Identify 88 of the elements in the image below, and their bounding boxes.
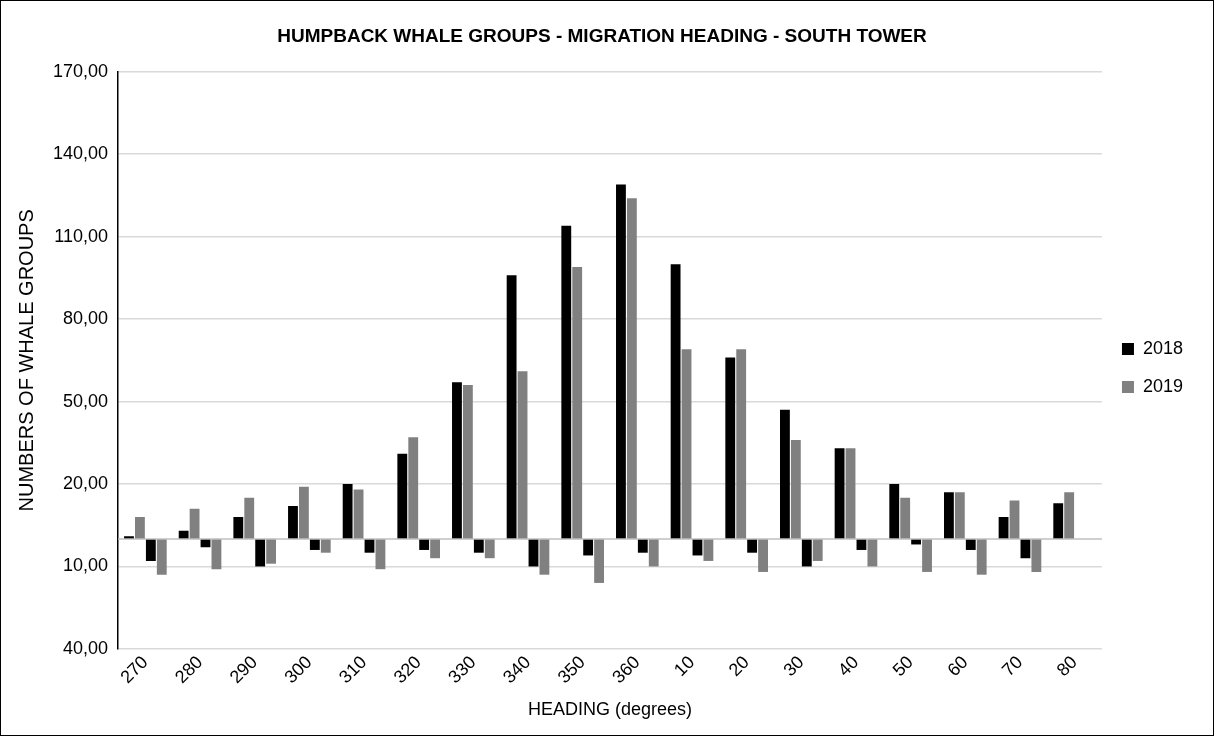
bar [189,508,200,539]
x-axis-title: HEADING (degrees) [527,699,693,720]
bar [790,440,801,539]
bar [747,538,758,553]
x-tick-label: 340 [498,651,535,688]
x-tick-label: 290 [225,651,262,688]
bar [320,538,331,553]
bar [452,382,462,539]
y-tick-label: 10,00 [63,555,109,576]
bar [594,538,604,583]
bar [233,516,244,539]
y-tick-label: 140,00 [52,143,109,164]
bar [397,453,408,539]
bar [484,538,495,559]
x-tick-label: 330 [444,651,480,688]
bar [900,497,911,539]
x-tick-label: 30 [779,651,808,681]
y-tick-label: 170,00 [52,60,109,81]
bar [135,516,145,539]
x-tick-label: 350 [553,651,590,688]
bar [889,484,900,539]
bar [572,266,583,539]
bar [648,538,659,567]
legend-label: 2018 [1142,337,1183,358]
x-tick-label: 60 [943,651,972,681]
bar [517,371,528,539]
y-axis-title: NUMBERS OF WHALE GROUPS [14,209,37,512]
bar [266,538,277,564]
bar [867,538,878,567]
bar [626,198,637,539]
bar [419,538,430,550]
bar [462,385,473,539]
bar [255,538,266,567]
bar [408,437,419,539]
bar [298,486,309,539]
legend-label: 2019 [1142,375,1183,396]
bar [473,538,484,553]
bar [1009,500,1020,539]
chart-title: HUMPBACK WHALE GROUPS - MIGRATION HEADING - SOUTH TOWER [277,24,928,46]
x-tick-label: 50 [888,651,917,681]
y-tick-label: 20,00 [63,472,109,493]
x-tick-label: 40 [834,651,863,681]
bar [725,357,736,539]
x-tick-label: 310 [334,651,371,688]
bar [430,538,441,559]
bar [637,538,648,553]
y-tick-label: 110,00 [54,225,109,246]
x-tick-label: 70 [998,651,1027,681]
bar [834,448,845,539]
bar [539,538,550,575]
x-tick-label: 80 [1052,651,1081,681]
bar [703,538,714,561]
bar [670,264,681,539]
bar [244,497,255,539]
y-tick-label: 80,00 [63,308,109,329]
bar [506,275,517,539]
bar [681,349,692,539]
bar [736,349,747,539]
bar [976,538,987,575]
x-tick-label: 280 [171,651,207,688]
bar [965,538,976,550]
x-tick-label: 360 [608,651,644,688]
bar [812,538,823,561]
bar [922,538,932,572]
y-tick-label: 40,00 [63,637,109,658]
bar [342,484,353,539]
x-tick-label: 300 [280,651,316,688]
bar [943,492,954,539]
bar [780,409,790,539]
bar [801,538,812,567]
bar [845,448,856,539]
bar [1053,503,1064,539]
y-tick-label: 50,00 [63,390,109,411]
bar [1064,492,1075,539]
bar [145,538,156,561]
x-tick-label: 270 [116,651,152,688]
bar [156,538,167,575]
x-tick-label: 320 [389,651,426,688]
bar [616,184,626,539]
bar [758,538,768,572]
bar [561,225,572,539]
bar [1031,538,1042,572]
bar [954,492,965,539]
bar [288,505,298,539]
x-tick-label: 20 [724,651,753,681]
x-tick-label: 10 [670,651,699,681]
bar [583,538,594,556]
bar [309,538,320,550]
